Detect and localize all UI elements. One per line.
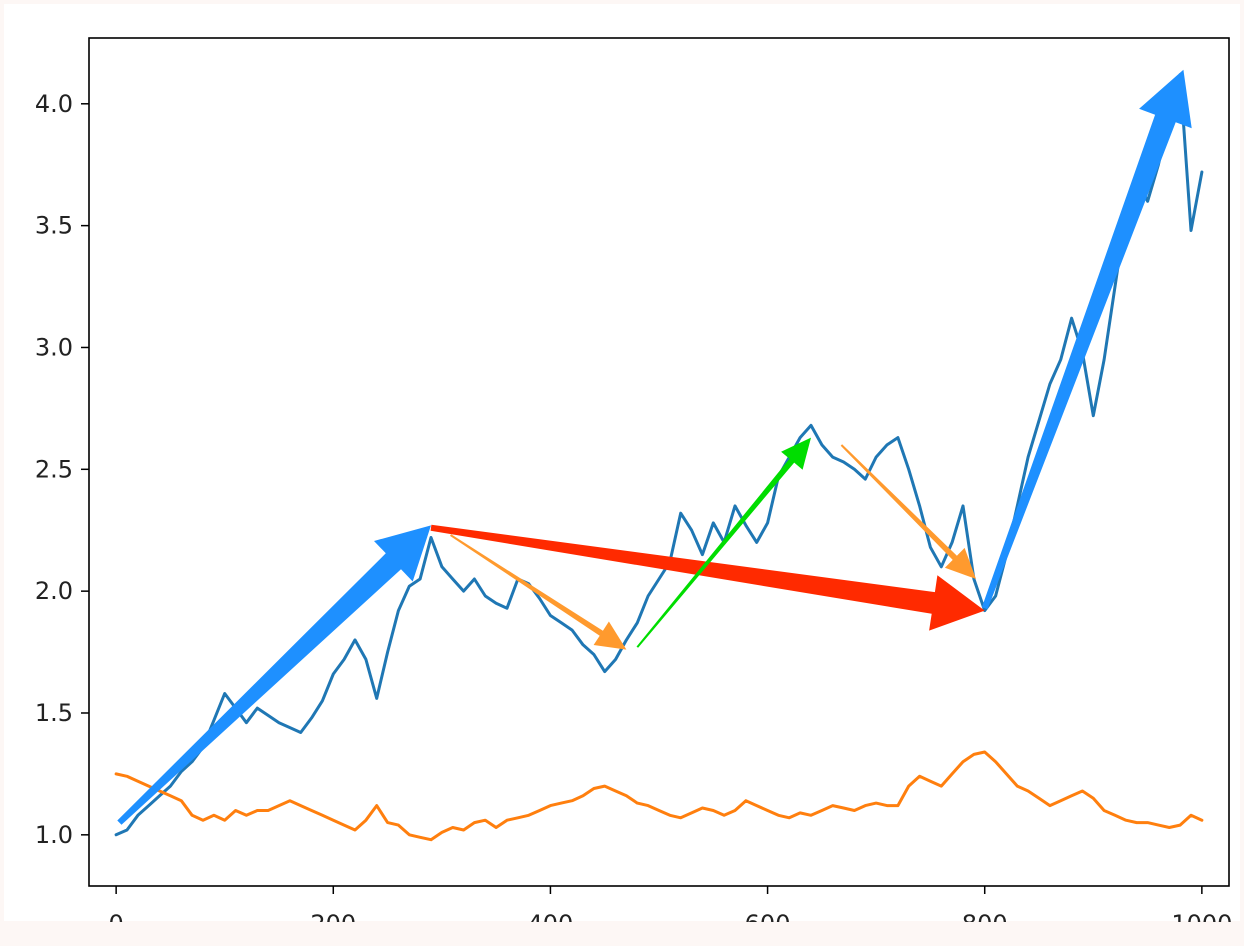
y-tick-label: 1.5 <box>35 699 73 727</box>
annotation-arrows <box>117 69 1192 825</box>
y-tick-label: 2.0 <box>35 577 73 605</box>
y-tick-label: 1.0 <box>35 821 73 849</box>
annotation-arrow-3 <box>450 534 627 650</box>
series-group <box>114 73 1204 842</box>
y-tick-label: 4.0 <box>35 90 73 118</box>
series-line-2 <box>114 750 1204 842</box>
y-tick-label: 2.5 <box>35 455 73 483</box>
series-line-1 <box>114 73 1204 837</box>
annotation-arrow-4 <box>636 437 811 648</box>
annotation-arrow-2 <box>430 524 985 631</box>
y-tick-label: 3.5 <box>35 212 73 240</box>
bottom-margin <box>0 922 1244 946</box>
y-tick-label: 3.0 <box>35 333 73 361</box>
axes-frame <box>88 37 1230 887</box>
annotation-arrow-1 <box>117 525 432 825</box>
annotation-arrow-6 <box>981 69 1192 610</box>
annotation-arrow-5 <box>840 444 976 579</box>
figure-background <box>4 4 1240 921</box>
